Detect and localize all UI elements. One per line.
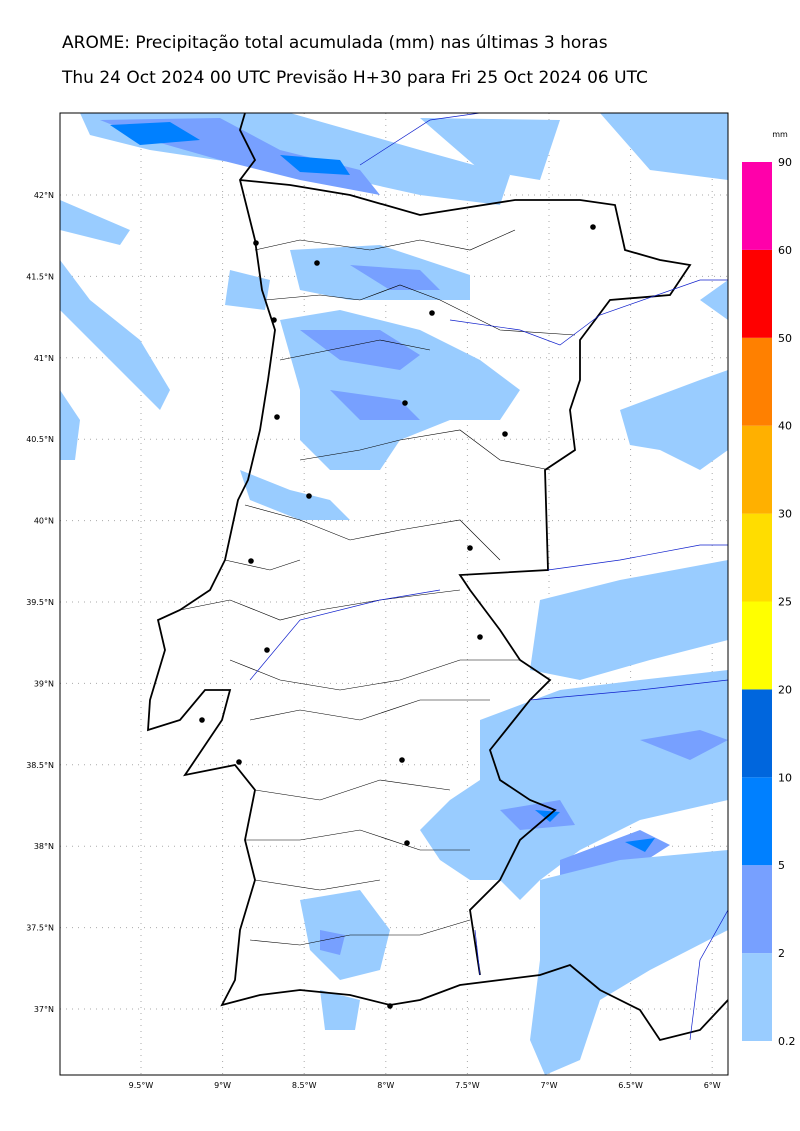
frontier [239,179,692,976]
lat-label: 42°N [34,191,54,200]
lon-label: 6.5°W [618,1081,643,1090]
colorbar-segment [742,513,772,602]
lat-label: 39.5°N [26,598,54,607]
lat-label: 38°N [34,842,54,851]
colorbar-label: 20 [778,683,792,696]
lat-label: 38.5°N [26,761,54,770]
colorbar-segment [742,337,772,426]
map [60,113,728,1075]
cities [199,224,596,1009]
map-frame [59,112,729,1076]
lon-label: 8°W [377,1081,394,1090]
lat-label: 39°N [34,679,54,688]
colorbar-segment [742,777,772,866]
lat-label: 41°N [34,354,54,363]
lon-label: 6°W [704,1081,721,1090]
colorbar-label: 25 [778,596,792,609]
lon-label: 7.5°W [455,1081,480,1090]
lat-label: 37°N [34,1005,54,1014]
lat-label: 37.5°N [26,924,54,933]
lat-label: 41.5°N [26,272,54,281]
lon-label: 8.5°W [292,1081,317,1090]
colorbar-label: 90 [778,156,792,169]
colorbar-label: 0.2 [778,1035,796,1048]
subtitle: Thu 24 Oct 2024 00 UTC Previsão H+30 par… [61,68,648,88]
coastline [147,113,728,1042]
lat-label: 40°N [34,517,54,526]
colorbar-segment [742,162,772,250]
colorbar-segment [742,601,772,690]
river [249,113,728,1041]
colorbar-label: 30 [778,508,792,521]
colorbar-label: 5 [778,859,785,872]
colorbar-label: 2 [778,947,785,960]
lon-label: 9.5°W [129,1081,154,1090]
colorbar-label: 60 [778,244,792,257]
district-borders [179,229,576,946]
lon-label: 9°W [214,1081,231,1090]
precipitation [60,113,728,1075]
title: AROME: Precipitação total acumulada (mm)… [62,33,608,53]
lat-label: 40.5°N [26,435,54,444]
colorbar-segment [742,425,772,514]
lon-label: 7°W [541,1081,558,1090]
colorbar-label: 50 [778,332,792,345]
colorbar-unit: mm [772,130,788,139]
colorbar-segment [742,953,772,1041]
colorbar-segment [742,865,772,954]
colorbar-segment [742,249,772,338]
colorbar-label: 10 [778,771,792,784]
colorbar-label: 40 [778,420,792,433]
colorbar-segment [742,689,772,778]
